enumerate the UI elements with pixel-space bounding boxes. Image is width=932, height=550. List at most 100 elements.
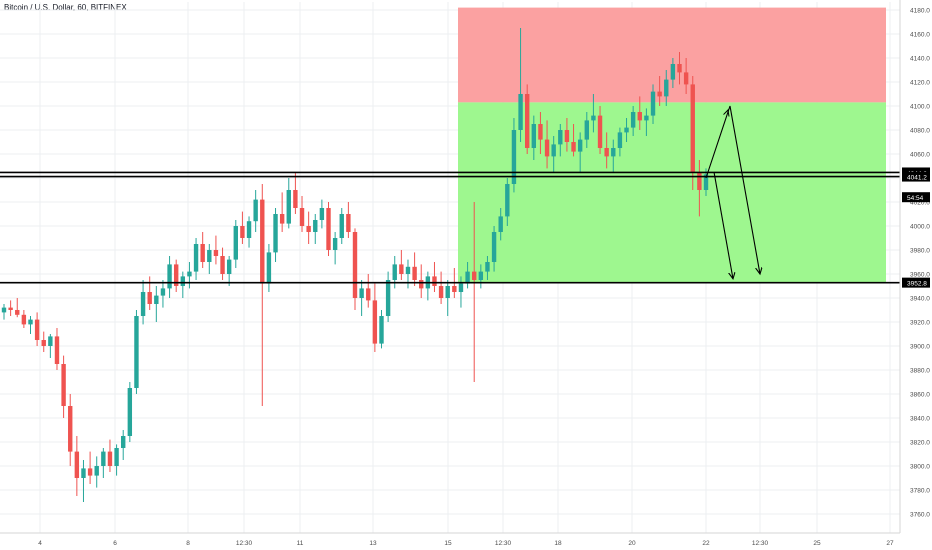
candle-body <box>419 280 424 289</box>
horizontal-levels <box>0 171 900 284</box>
candle <box>405 259 411 289</box>
candle <box>134 310 139 394</box>
candle <box>160 280 166 308</box>
candle <box>167 256 172 298</box>
candle-body <box>61 364 66 406</box>
candle <box>154 286 159 322</box>
candle-body <box>697 172 702 190</box>
candle-body <box>193 244 199 272</box>
candle-body <box>472 271 477 280</box>
candle <box>87 451 93 484</box>
candle-body <box>465 271 470 284</box>
candle <box>193 238 199 280</box>
price-tick-label: 3900.0 <box>910 344 930 351</box>
level-price-tag <box>902 171 930 182</box>
time-tick-label: 22 <box>702 540 710 547</box>
candle-body <box>15 310 20 315</box>
candle <box>478 264 484 289</box>
candle-body <box>392 264 397 280</box>
time-axis-bg <box>0 533 932 550</box>
candle-body <box>346 214 351 232</box>
candle <box>54 328 60 370</box>
candle <box>266 244 272 292</box>
candle-body <box>478 271 484 280</box>
time-tick-label: 27 <box>886 540 894 547</box>
projection-arrow-down <box>713 171 733 279</box>
candle <box>670 58 676 88</box>
candle <box>28 316 33 334</box>
candle <box>385 271 391 322</box>
price-tick-label: 4080.0 <box>910 128 930 135</box>
candle-body <box>213 250 219 256</box>
candle-body <box>273 214 278 253</box>
candle-body <box>326 208 331 250</box>
candle <box>597 106 603 154</box>
candle-body <box>518 94 523 130</box>
candle <box>180 271 186 298</box>
candle-body <box>538 124 543 140</box>
candle <box>346 202 351 238</box>
candle <box>558 124 563 157</box>
candle <box>173 259 179 292</box>
candle <box>465 262 470 289</box>
candle-body <box>286 190 291 224</box>
candle <box>8 300 13 316</box>
candle <box>207 244 212 274</box>
countdown-tag <box>902 192 930 203</box>
candle-body <box>617 132 623 148</box>
candle-body <box>1 307 7 313</box>
candle <box>412 252 417 286</box>
candle <box>127 382 133 442</box>
candle-body <box>226 259 232 274</box>
time-tick-label: 11 <box>297 540 304 547</box>
candle-body <box>558 130 563 145</box>
time-tick-label: 4 <box>38 540 42 547</box>
candle-body <box>637 112 642 121</box>
level-price-text: 3952.8 <box>907 281 927 288</box>
candle <box>313 214 318 244</box>
candle-body <box>458 283 464 292</box>
candle-body <box>160 288 166 296</box>
candle-body <box>114 448 119 466</box>
candle-body <box>200 244 205 262</box>
candle-body <box>412 266 417 280</box>
time-axis: 4 6 8 12:30 11 13 15 12:30 18 20 22 12:30 25 27 <box>0 532 932 550</box>
candle-body <box>703 174 709 190</box>
candle-body <box>352 232 358 298</box>
price-axis-bg <box>900 0 932 550</box>
time-tick-label: 15 <box>444 540 452 547</box>
candle-body <box>154 295 159 304</box>
price-tick-label: 4100.0 <box>910 104 930 111</box>
candle <box>637 96 642 130</box>
candle-body <box>564 130 570 142</box>
candle-body <box>677 64 682 73</box>
candle <box>624 118 629 142</box>
candle-body <box>571 142 576 152</box>
candle-body <box>299 208 305 226</box>
candle <box>352 228 358 310</box>
candle <box>564 118 570 152</box>
candles <box>1 28 709 502</box>
candle-body <box>372 300 378 344</box>
time-tick-label: 6 <box>113 540 117 547</box>
candle <box>187 262 192 289</box>
candle <box>518 28 523 142</box>
price-tick-label: 3840.0 <box>910 416 930 423</box>
candle-body <box>167 264 172 289</box>
candle <box>101 448 106 478</box>
candle <box>531 115 537 160</box>
candle <box>584 112 589 148</box>
candle-body <box>485 262 490 272</box>
projection-arrows <box>705 105 760 279</box>
candle <box>683 58 689 94</box>
candle <box>81 460 86 502</box>
candle-body <box>366 288 371 301</box>
candle <box>94 456 99 488</box>
candle-body <box>107 451 113 466</box>
candle-body <box>8 307 13 310</box>
candle <box>299 196 305 232</box>
candle <box>419 264 424 298</box>
candle <box>107 439 113 472</box>
candle <box>140 280 146 325</box>
